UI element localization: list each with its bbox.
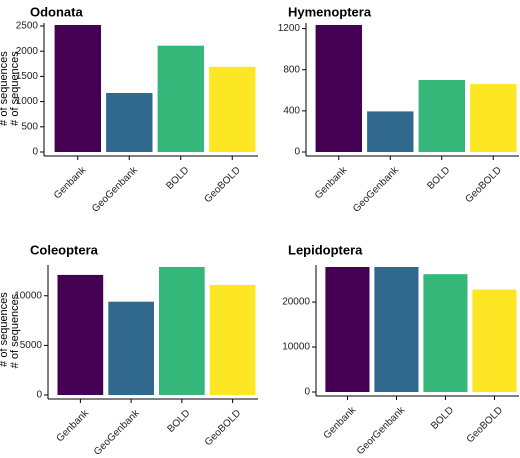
x-tick-label: GeoBOLD <box>203 408 243 448</box>
x-tick-label: BOLD <box>429 405 456 432</box>
x-tick-label: Genbank <box>55 407 92 444</box>
bar-georgenbank <box>374 267 419 392</box>
y-tick-label: 1200 <box>278 23 301 34</box>
bar-bold <box>157 45 204 153</box>
x-tick-label: BOLD <box>425 165 452 192</box>
chart-panel-hymenoptera: Hymenoptera# of sequencesGenbankGeoGenba… <box>0 4 519 215</box>
y-tick-label: 500 <box>21 121 38 132</box>
chart-panel-odonata: Odonata # of sequences Genbank GeoGenbank BO… <box>9 4 258 215</box>
x-tick-label: Genbank <box>313 164 350 201</box>
y-tick-label: 2500 <box>16 21 39 32</box>
x-tick-label: GeoGenbank <box>90 164 141 215</box>
bar-geogenbank <box>108 301 154 395</box>
panel-title: Hymenoptera <box>288 4 372 19</box>
x-tick-label: BOLD <box>164 165 191 192</box>
bar-genbank <box>57 274 104 395</box>
x-tick-label: GeoGenbank <box>351 164 402 215</box>
bar-geobold <box>472 289 517 392</box>
chart-panel-coleoptera: Coleoptera # of sequences Genbank GeoGenban… <box>9 242 258 458</box>
y-tick-label: 0 <box>304 387 310 398</box>
bar-geogenbank <box>367 111 414 152</box>
x-tick-label: GeoBOLD <box>202 165 242 205</box>
bar-bold <box>418 80 465 152</box>
bar-bold <box>423 274 468 392</box>
x-tick-label: BOLD <box>165 408 192 435</box>
y-tick-label: 800 <box>283 64 300 75</box>
y-tick-label: 1000 <box>16 96 39 107</box>
bar-geobold <box>209 284 256 395</box>
x-tick-label: GeoGenbank <box>92 407 143 458</box>
y-tick-label: 20000 <box>282 297 310 308</box>
y-tick-label: 0 <box>294 147 300 158</box>
y-tick-label: 5000 <box>20 340 43 351</box>
bar-bold <box>159 267 205 395</box>
x-tick-label: GeorGenbank <box>355 404 408 457</box>
y-tick-label: 2000 <box>16 46 39 57</box>
bar-genbank <box>315 25 362 152</box>
chart-panel-lepidoptera: Lepidoptera# of sequencesGenbankGeorGenb… <box>0 242 519 457</box>
y-tick-label: 400 <box>283 106 300 117</box>
panel-title: Lepidoptera <box>288 242 363 257</box>
y-tick-label: 1500 <box>16 71 39 82</box>
y-axis-title: # of sequences <box>9 51 21 126</box>
y-tick-label: 0 <box>32 147 38 158</box>
y-axis-title: # of sequences <box>0 51 10 126</box>
x-tick-label: Genbank <box>322 404 359 441</box>
bar-genbank <box>325 267 370 392</box>
panel-title: Odonata <box>30 4 83 19</box>
bar-genbank <box>54 25 101 152</box>
bar-geobold <box>470 84 517 152</box>
x-tick-label: GeoBOLD <box>465 405 505 445</box>
y-axis-title: # of sequences <box>0 292 10 367</box>
bar-geobold <box>209 66 256 152</box>
y-tick-label: 0 <box>36 390 42 401</box>
x-tick-label: GeoBOLD <box>463 165 503 205</box>
y-tick-label: 10000 <box>282 342 310 353</box>
x-tick-label: Genbank <box>52 164 89 201</box>
y-axis-title: # of sequences <box>9 293 21 368</box>
bar-geogenbank <box>106 93 153 152</box>
y-tick-label: 10000 <box>14 290 42 301</box>
panel-title: Coleoptera <box>30 242 99 257</box>
